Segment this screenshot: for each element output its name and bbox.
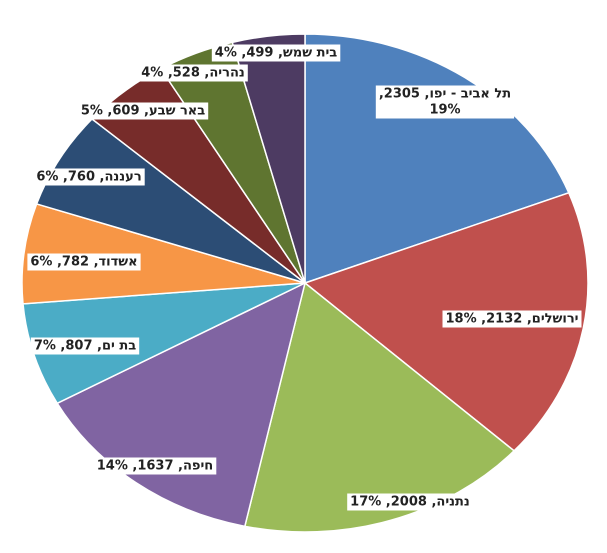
data-label-text: חיפה, 1637, 14% — [97, 459, 214, 474]
data-label-text: נהריה, 528, 4% — [141, 66, 245, 81]
data-label-text: רעננה, 760, 6% — [36, 170, 141, 185]
data-label: תל אביב - יפו, 2305,19% — [375, 85, 515, 119]
pie-slice — [22, 282, 306, 405]
data-label-text: אשדוד, 782, 6% — [30, 255, 137, 270]
pie-slice — [243, 281, 516, 533]
data-label-text: 19% — [429, 103, 460, 118]
data-label-text: בת ים, 807, 7% — [34, 339, 136, 354]
data-label: אשדוד, 782, 6% — [27, 253, 141, 271]
data-label: נתניה, 2008, 17% — [347, 493, 473, 511]
data-label-text: תל אביב - יפו, 2305, — [379, 87, 511, 102]
data-label: רעננה, 760, 6% — [33, 168, 145, 186]
data-label-text: נתניה, 2008, 17% — [350, 495, 470, 510]
data-label: חיפה, 1637, 14% — [93, 457, 217, 475]
data-label-text: באר שבע, 609, 5% — [81, 104, 205, 119]
pie-slice — [231, 33, 306, 284]
data-label: בת ים, 807, 7% — [30, 337, 140, 355]
data-label-text: ירושלים, 2132, 18% — [446, 312, 579, 327]
data-label: באר שבע, 609, 5% — [77, 102, 209, 120]
pie-labels: תל אביב - יפו, 2305,19% ירושלים, 2132, 18… — [27, 44, 582, 511]
pie-slice — [304, 33, 570, 285]
data-label: בית שמש, 499, 4% — [211, 44, 341, 62]
pie-slice — [21, 202, 306, 305]
data-label: נהריה, 528, 4% — [138, 64, 248, 82]
data-label-text: בית שמש, 499, 4% — [215, 46, 338, 61]
data-label: ירושלים, 2132, 18% — [442, 310, 582, 328]
